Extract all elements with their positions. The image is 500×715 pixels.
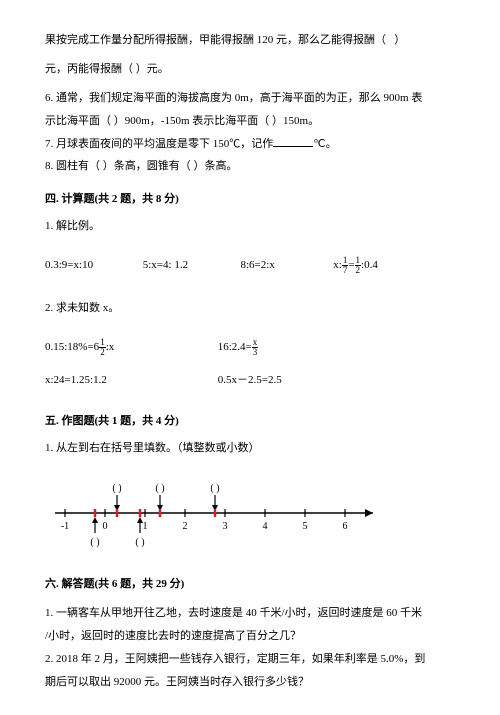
svg-text:( ): ( ) xyxy=(90,537,99,548)
q-text: /小时，返回时的速度比去时的速度提高了百分之几？ xyxy=(45,626,455,647)
eq: x:17=12:0.4 xyxy=(333,255,378,276)
q7-text-a: 7. 月球表面夜间的平均温度是零下 150℃，记作 xyxy=(45,138,273,150)
eq: 16:2.4=x3 xyxy=(218,337,259,358)
q-text: 期后可以取出 92000 元。王阿姨当时存入银行多少钱？ xyxy=(45,672,455,693)
eq: 0.5x－2.5=2.5 xyxy=(218,370,282,391)
eq: 0.15:18%=612:x xyxy=(45,337,215,358)
equation-row: 0.15:18%=612:x 16:2.4=x3 xyxy=(45,337,455,358)
svg-text:5: 5 xyxy=(303,521,308,532)
svg-text:2: 2 xyxy=(183,521,188,532)
section-4-title: 四. 计算题(共 2 题，共 8 分) xyxy=(45,189,455,210)
text: ） xyxy=(394,34,405,46)
svg-text:0: 0 xyxy=(103,521,108,532)
q-text: 2. 2018 年 2 月，王阿姨把一些钱存入银行，定期三年，如果年利率是 5.… xyxy=(45,649,455,670)
text: 果按完成工作量分配所得报酬，甲能得报酬 120 元，那么乙能得报酬（ xyxy=(45,34,386,46)
text: 元，丙能得报酬（ ）元。 xyxy=(45,59,455,80)
q8-text: 8. 圆柱有（ ）条高，圆锥有（ ）条高。 xyxy=(45,156,455,177)
svg-text:( ): ( ) xyxy=(112,483,121,494)
section-6-title: 六. 解答题(共 6 题，共 29 分) xyxy=(45,574,455,595)
svg-text:4: 4 xyxy=(263,521,268,532)
eq: 5:x=4: 1.2 xyxy=(143,255,238,276)
svg-text:1: 1 xyxy=(143,521,148,532)
number-line-diagram: ( ) ( ) ( ) -1 0 1 2 3 4 5 6 ( ) ( ) xyxy=(45,478,455,558)
equation-row: x:24=1.25:1.2 0.5x－2.5=2.5 xyxy=(45,370,455,391)
q-text: 1. 一辆客车从甲地开往乙地，去时速度是 40 千米/小时，返回时速度是 60 … xyxy=(45,603,455,624)
svg-text:( ): ( ) xyxy=(210,483,219,494)
eq: x:24=1.25:1.2 xyxy=(45,370,215,391)
q6-line2: 示比海平面（ ）900m，-150m 表示比海平面（ ）150m。 xyxy=(45,111,455,132)
svg-text:6: 6 xyxy=(343,521,348,532)
q-text: 1. 从左到右在括号里填数。（填整数或小数） xyxy=(45,438,455,459)
eq: 0.3:9=x:10 xyxy=(45,255,140,276)
q-text: 1. 解比例。 xyxy=(45,216,455,237)
equation-row: 0.3:9=x:10 5:x=4: 1.2 8:6=2:x x:17=12:0.… xyxy=(45,255,455,276)
svg-text:( ): ( ) xyxy=(155,483,164,494)
svg-text:-1: -1 xyxy=(61,521,69,532)
blank-fill[interactable] xyxy=(273,135,313,147)
q6-line1: 6. 通常，我们规定海平面的海拔高度为 0m，高于海平面的为正，那么 900m … xyxy=(45,88,455,109)
eq: 8:6=2:x xyxy=(241,255,331,276)
section-5-title: 五. 作图题(共 1 题，共 4 分) xyxy=(45,411,455,432)
svg-text:( ): ( ) xyxy=(135,537,144,548)
q-text: 2. 求未知数 x。 xyxy=(45,298,455,319)
svg-text:3: 3 xyxy=(223,521,228,532)
q7-text-b: ℃。 xyxy=(313,138,336,150)
